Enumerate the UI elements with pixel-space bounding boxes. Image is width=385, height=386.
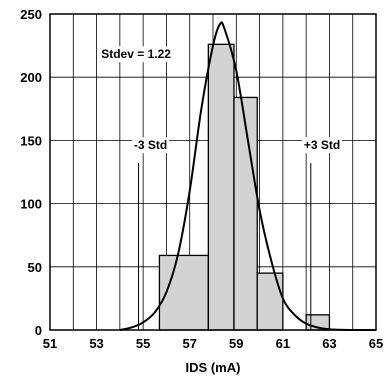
x-tick-label: 51 xyxy=(43,336,57,351)
y-tick-label: 250 xyxy=(20,7,42,22)
x-axis-label: IDS (mA) xyxy=(186,360,241,375)
x-tick-label: 65 xyxy=(369,336,383,351)
x-tick-label: 55 xyxy=(136,336,150,351)
x-tick-label: 61 xyxy=(276,336,290,351)
annotation-label: -3 Std xyxy=(134,138,167,152)
y-tick-label: 100 xyxy=(20,197,42,212)
y-tick-label: 0 xyxy=(35,323,42,338)
x-tick-label: 59 xyxy=(229,336,243,351)
plot-border xyxy=(49,13,377,331)
y-tick-label: 200 xyxy=(20,70,42,85)
x-tick-label: 63 xyxy=(322,336,336,351)
annotation-label: Stdev = 1.22 xyxy=(101,47,171,61)
histogram-bars xyxy=(158,43,331,331)
histogram-bar xyxy=(207,43,235,331)
annotation-label: +3 Std xyxy=(304,138,340,152)
annotation-background xyxy=(99,46,174,63)
x-tick-label: 57 xyxy=(182,336,196,351)
annotation-background xyxy=(301,137,343,154)
annotation-background xyxy=(131,137,170,154)
axes: 51 53 55 57 59 61 63 65 0 50 100 150 200 250 xyxy=(20,7,383,351)
y-tick-label: 150 xyxy=(20,133,42,148)
x-tick-label: 53 xyxy=(89,336,103,351)
histogram-bar xyxy=(256,272,284,331)
annotations: Stdev = 1.22 -3 Std +3 Std xyxy=(99,46,343,330)
y-tick-label: 50 xyxy=(28,260,42,275)
